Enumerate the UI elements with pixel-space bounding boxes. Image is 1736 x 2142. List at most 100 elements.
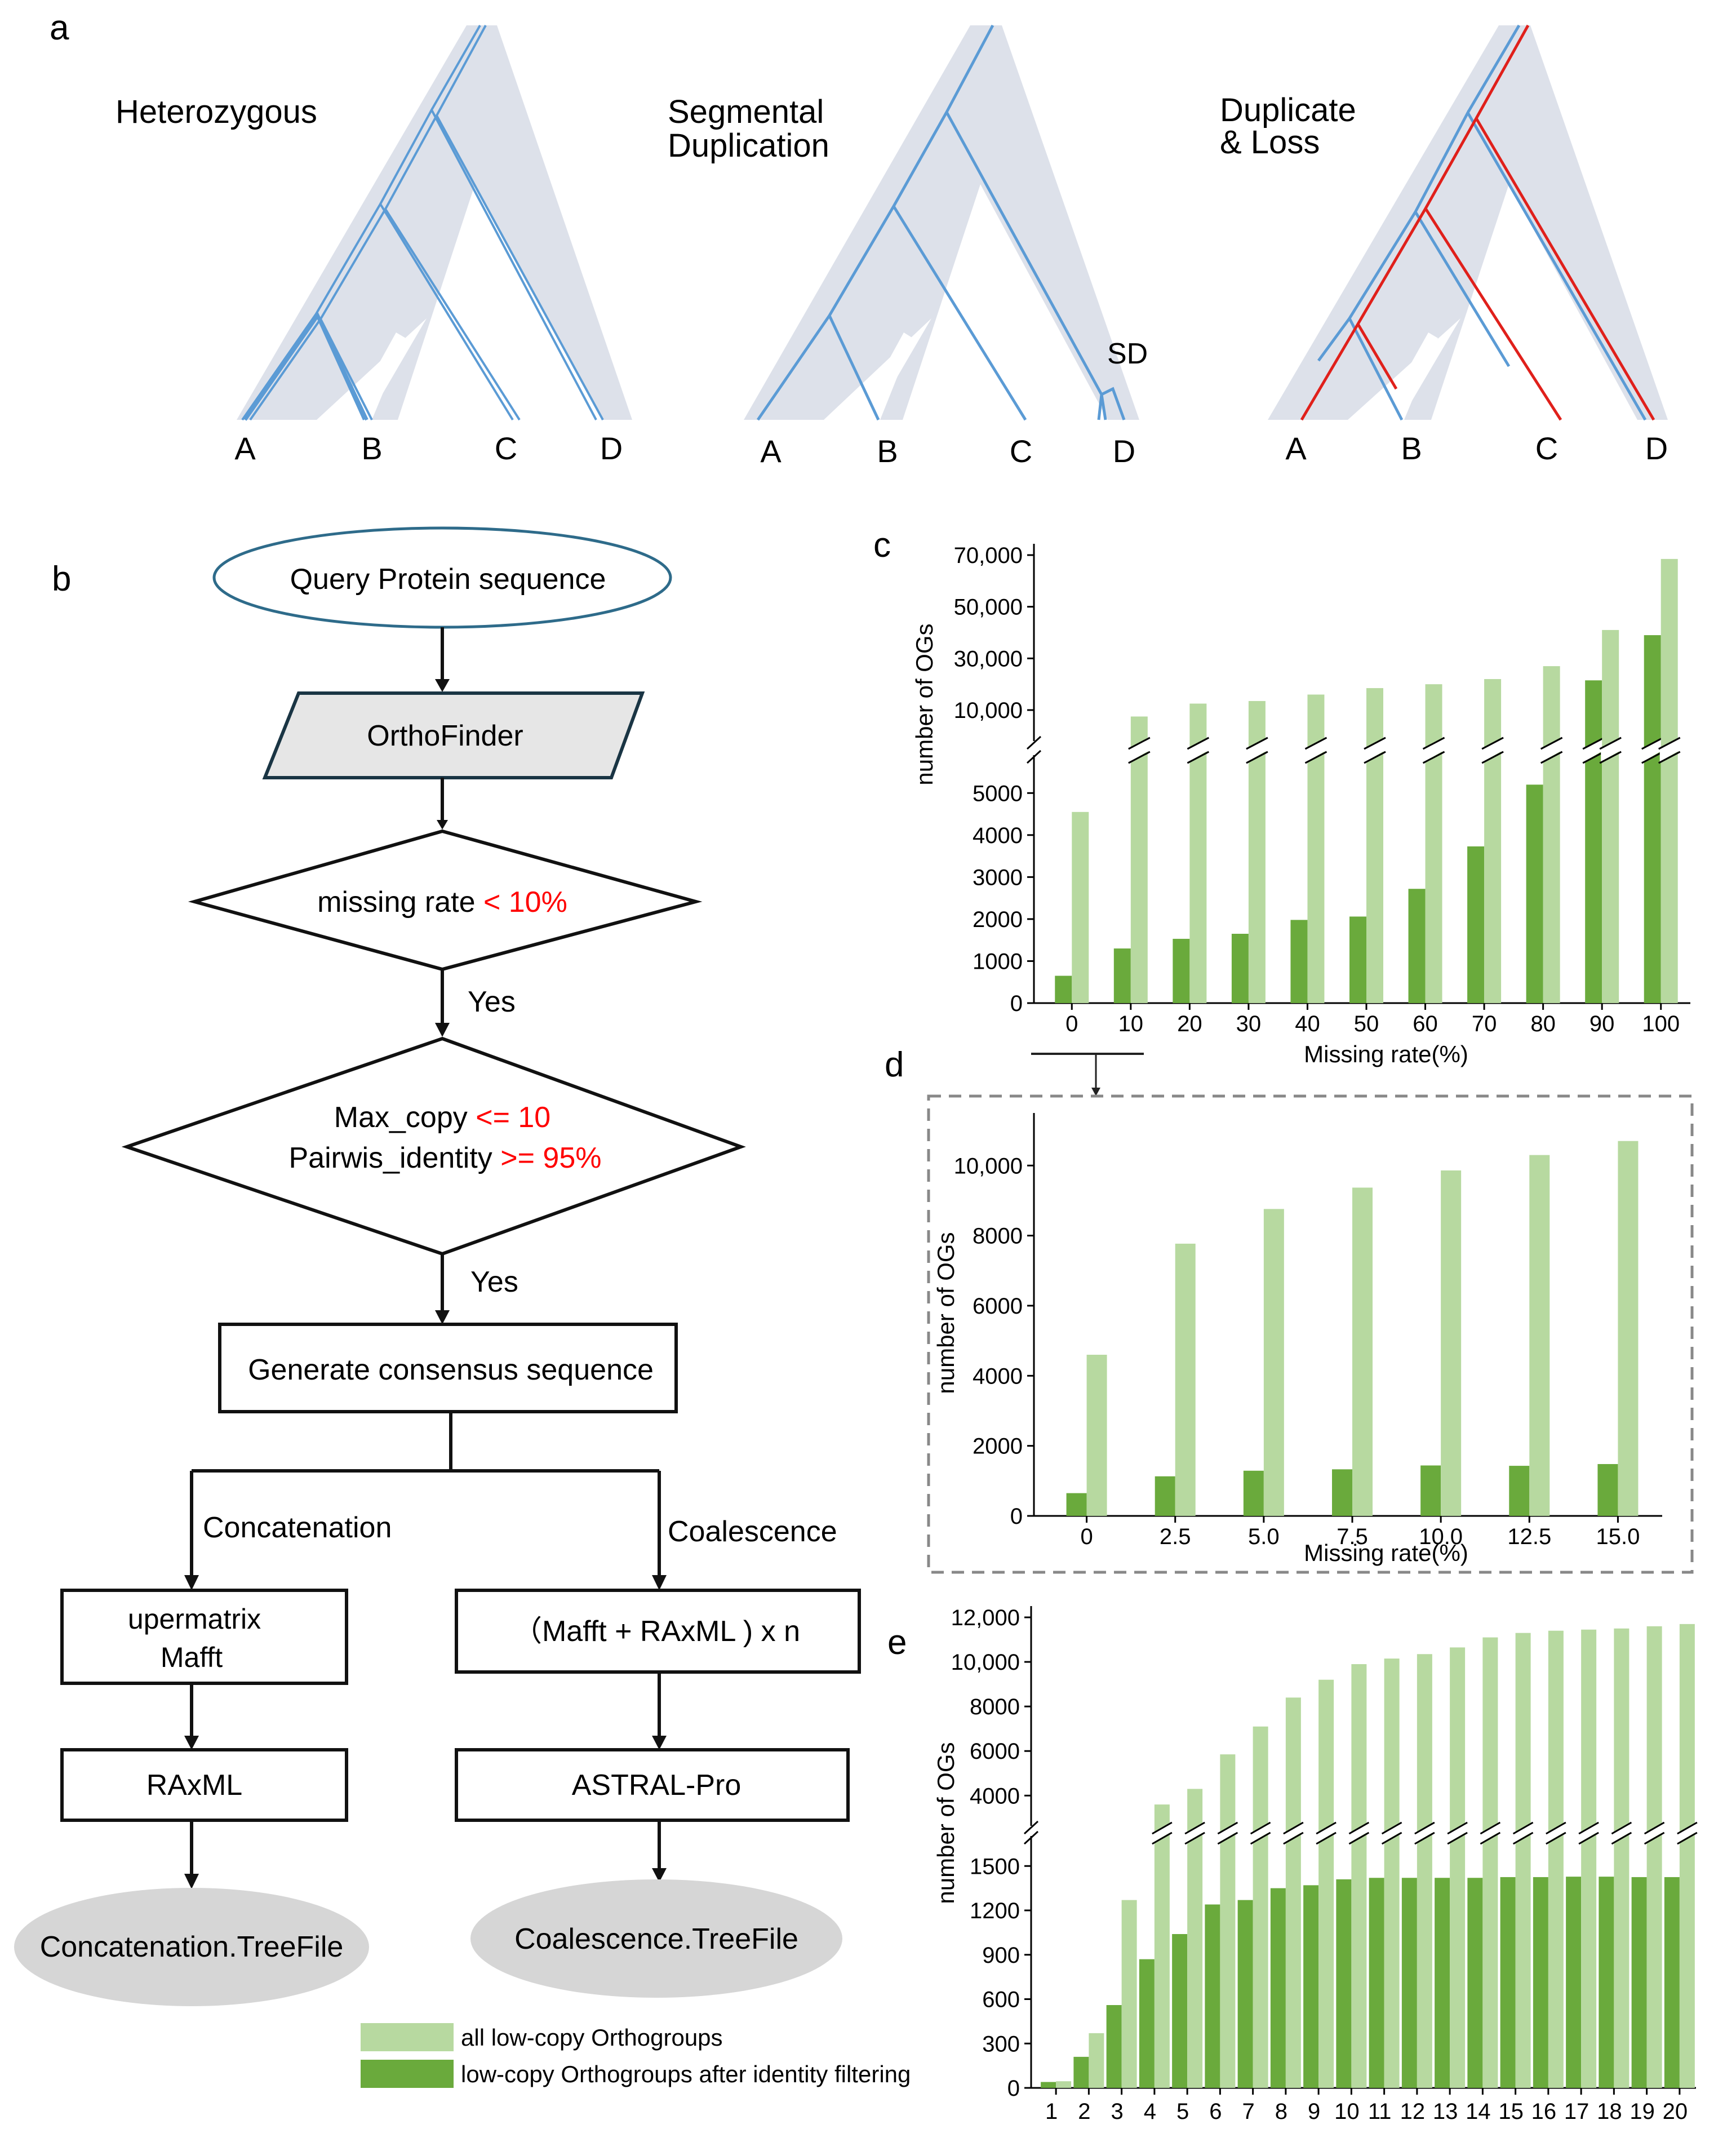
x-tick-label: 12.5 <box>1507 1524 1551 1549</box>
bar-filtered <box>1401 1878 1417 2088</box>
bar-break-mark <box>1578 1821 1599 1835</box>
decision2-line1: Max_copy <= 10 <box>334 1101 550 1134</box>
y-tick-label: 0 <box>1010 991 1023 1016</box>
y-tick-label: 70,000 <box>954 543 1023 568</box>
bar-break-gap <box>1584 738 1604 762</box>
bar-all <box>1056 2081 1072 2088</box>
bar-all <box>1425 684 1442 1003</box>
bar-break-mark <box>1644 1821 1665 1835</box>
start-label: Query Protein sequence <box>290 563 606 596</box>
bar-break-mark <box>1128 751 1151 764</box>
bar-all <box>1450 1647 1466 2088</box>
bar-break-mark <box>1184 1821 1205 1835</box>
bar-all <box>1253 1726 1268 2088</box>
bar-break-mark <box>1316 1831 1337 1845</box>
legend-swatch <box>361 2060 454 2088</box>
bar-all <box>1679 1624 1695 2088</box>
bar-all <box>1646 1626 1662 2088</box>
x-tick-label: 0 <box>1080 1524 1093 1549</box>
bar-break-gap <box>1580 1823 1598 1842</box>
chart-e: e number of OGs 0 300 600 900 1200 1500 4000 60… <box>887 1606 1698 2124</box>
arrowhead <box>437 820 448 830</box>
bar-break-gap <box>1424 738 1444 762</box>
tool-parallelogram <box>262 691 645 779</box>
yes-label-2: Yes <box>470 1266 518 1298</box>
bar-break-mark <box>1187 737 1210 750</box>
bar-filtered <box>1533 1877 1548 2088</box>
bar-break-mark <box>1152 1821 1173 1835</box>
gene-tree-line <box>756 24 1126 421</box>
bar-filtered <box>1408 889 1426 1003</box>
bar-filtered <box>1349 916 1366 1003</box>
bar-filtered <box>1113 948 1131 1003</box>
x-tick-label: 5.0 <box>1248 1524 1280 1549</box>
bar-all <box>1089 2033 1104 2088</box>
axis-break-mark <box>1026 735 1042 750</box>
bar-filtered <box>1173 938 1190 1003</box>
bar-break-mark <box>1283 1831 1304 1845</box>
bar-filtered <box>1172 1934 1188 2088</box>
bar-break-gap <box>1188 738 1208 762</box>
x-tick-label: 14 <box>1466 2099 1491 2124</box>
left-step1-box <box>60 1589 348 1685</box>
leaf-label: D <box>1645 431 1668 466</box>
x-tick-label: 90 <box>1590 1012 1615 1036</box>
bar-all <box>1581 1629 1597 2088</box>
x-tick-label: 7 <box>1242 2099 1255 2124</box>
bar-all <box>1351 1664 1367 2088</box>
bar-filtered <box>1332 1469 1352 1516</box>
bar-break-mark <box>1250 1821 1271 1835</box>
bar-break-gap <box>1186 1823 1204 1842</box>
bar-all <box>1263 1209 1284 1516</box>
x-tick-label: 2 <box>1078 2099 1090 2124</box>
x-tick-label: 8 <box>1275 2099 1287 2124</box>
y-tick-label: 10,000 <box>951 1650 1020 1675</box>
bar-filtered <box>1526 784 1543 1003</box>
bar-break-mark <box>1364 751 1386 764</box>
panel-label-c: c <box>873 526 891 565</box>
panel-label-a: a <box>50 8 69 47</box>
x-tick-label: 11 <box>1368 2099 1392 2124</box>
x-tick-labels: 0 2.5 5.0 7.5 10.0 12.5 15.0 <box>1080 1516 1640 1549</box>
arrowhead <box>652 1868 667 1882</box>
bar-all <box>1072 811 1089 1003</box>
tree-segmental-duplication: Segmental Duplication SD A B C D <box>668 24 1148 469</box>
axis-break-mark <box>1023 1820 1039 1835</box>
bar-all <box>1529 1155 1550 1516</box>
bar-all <box>1602 629 1619 1003</box>
bar-break-mark <box>1546 1821 1566 1835</box>
right-step1-label: （Mafft + RAxML ) x n <box>513 1615 800 1648</box>
y-tick-label: 6000 <box>970 1739 1020 1764</box>
panel-label-e: e <box>887 1623 907 1662</box>
x-tick-label: 15 <box>1498 2099 1524 2124</box>
bar-break-gap <box>1678 1823 1696 1842</box>
y-tick-label: 4000 <box>973 823 1023 848</box>
bar-filtered <box>1420 1465 1441 1516</box>
y-tick-label: 30,000 <box>954 646 1023 671</box>
bar-all <box>1548 1630 1564 2088</box>
y-tick-label: 4000 <box>973 1364 1023 1389</box>
tree-title-line2: & Loss <box>1220 124 1320 161</box>
species-tree-shape <box>237 25 632 420</box>
species-tree-shape <box>744 25 1139 420</box>
x-tick-label: 10.0 <box>1419 1524 1463 1549</box>
bar-break-mark <box>1348 1821 1370 1835</box>
bar-filtered <box>1290 920 1308 1003</box>
decision2-line2: Pairwis_identity >= 95% <box>289 1142 602 1174</box>
bar-break-mark <box>1512 1831 1534 1845</box>
arrowhead <box>435 1023 450 1037</box>
bar-break-mark <box>1246 737 1268 750</box>
panel-label-b: b <box>52 560 71 598</box>
leaf-label: B <box>361 431 382 466</box>
species-subclade-bc <box>348 332 406 420</box>
y-tick-label: 1200 <box>970 1899 1020 1923</box>
flowchart: b Query Protein sequence OrthoFinder mis… <box>14 526 861 2006</box>
consensus-box <box>218 1323 678 1413</box>
tree-heterozygous: Heterozygous A B C D <box>116 25 632 466</box>
bar-break-gap <box>1415 1823 1433 1842</box>
bar-filtered <box>1139 1959 1155 2088</box>
bar-break-mark <box>1677 1821 1698 1835</box>
bar-filtered <box>1106 2005 1122 2088</box>
bar-break-mark <box>1658 737 1681 750</box>
